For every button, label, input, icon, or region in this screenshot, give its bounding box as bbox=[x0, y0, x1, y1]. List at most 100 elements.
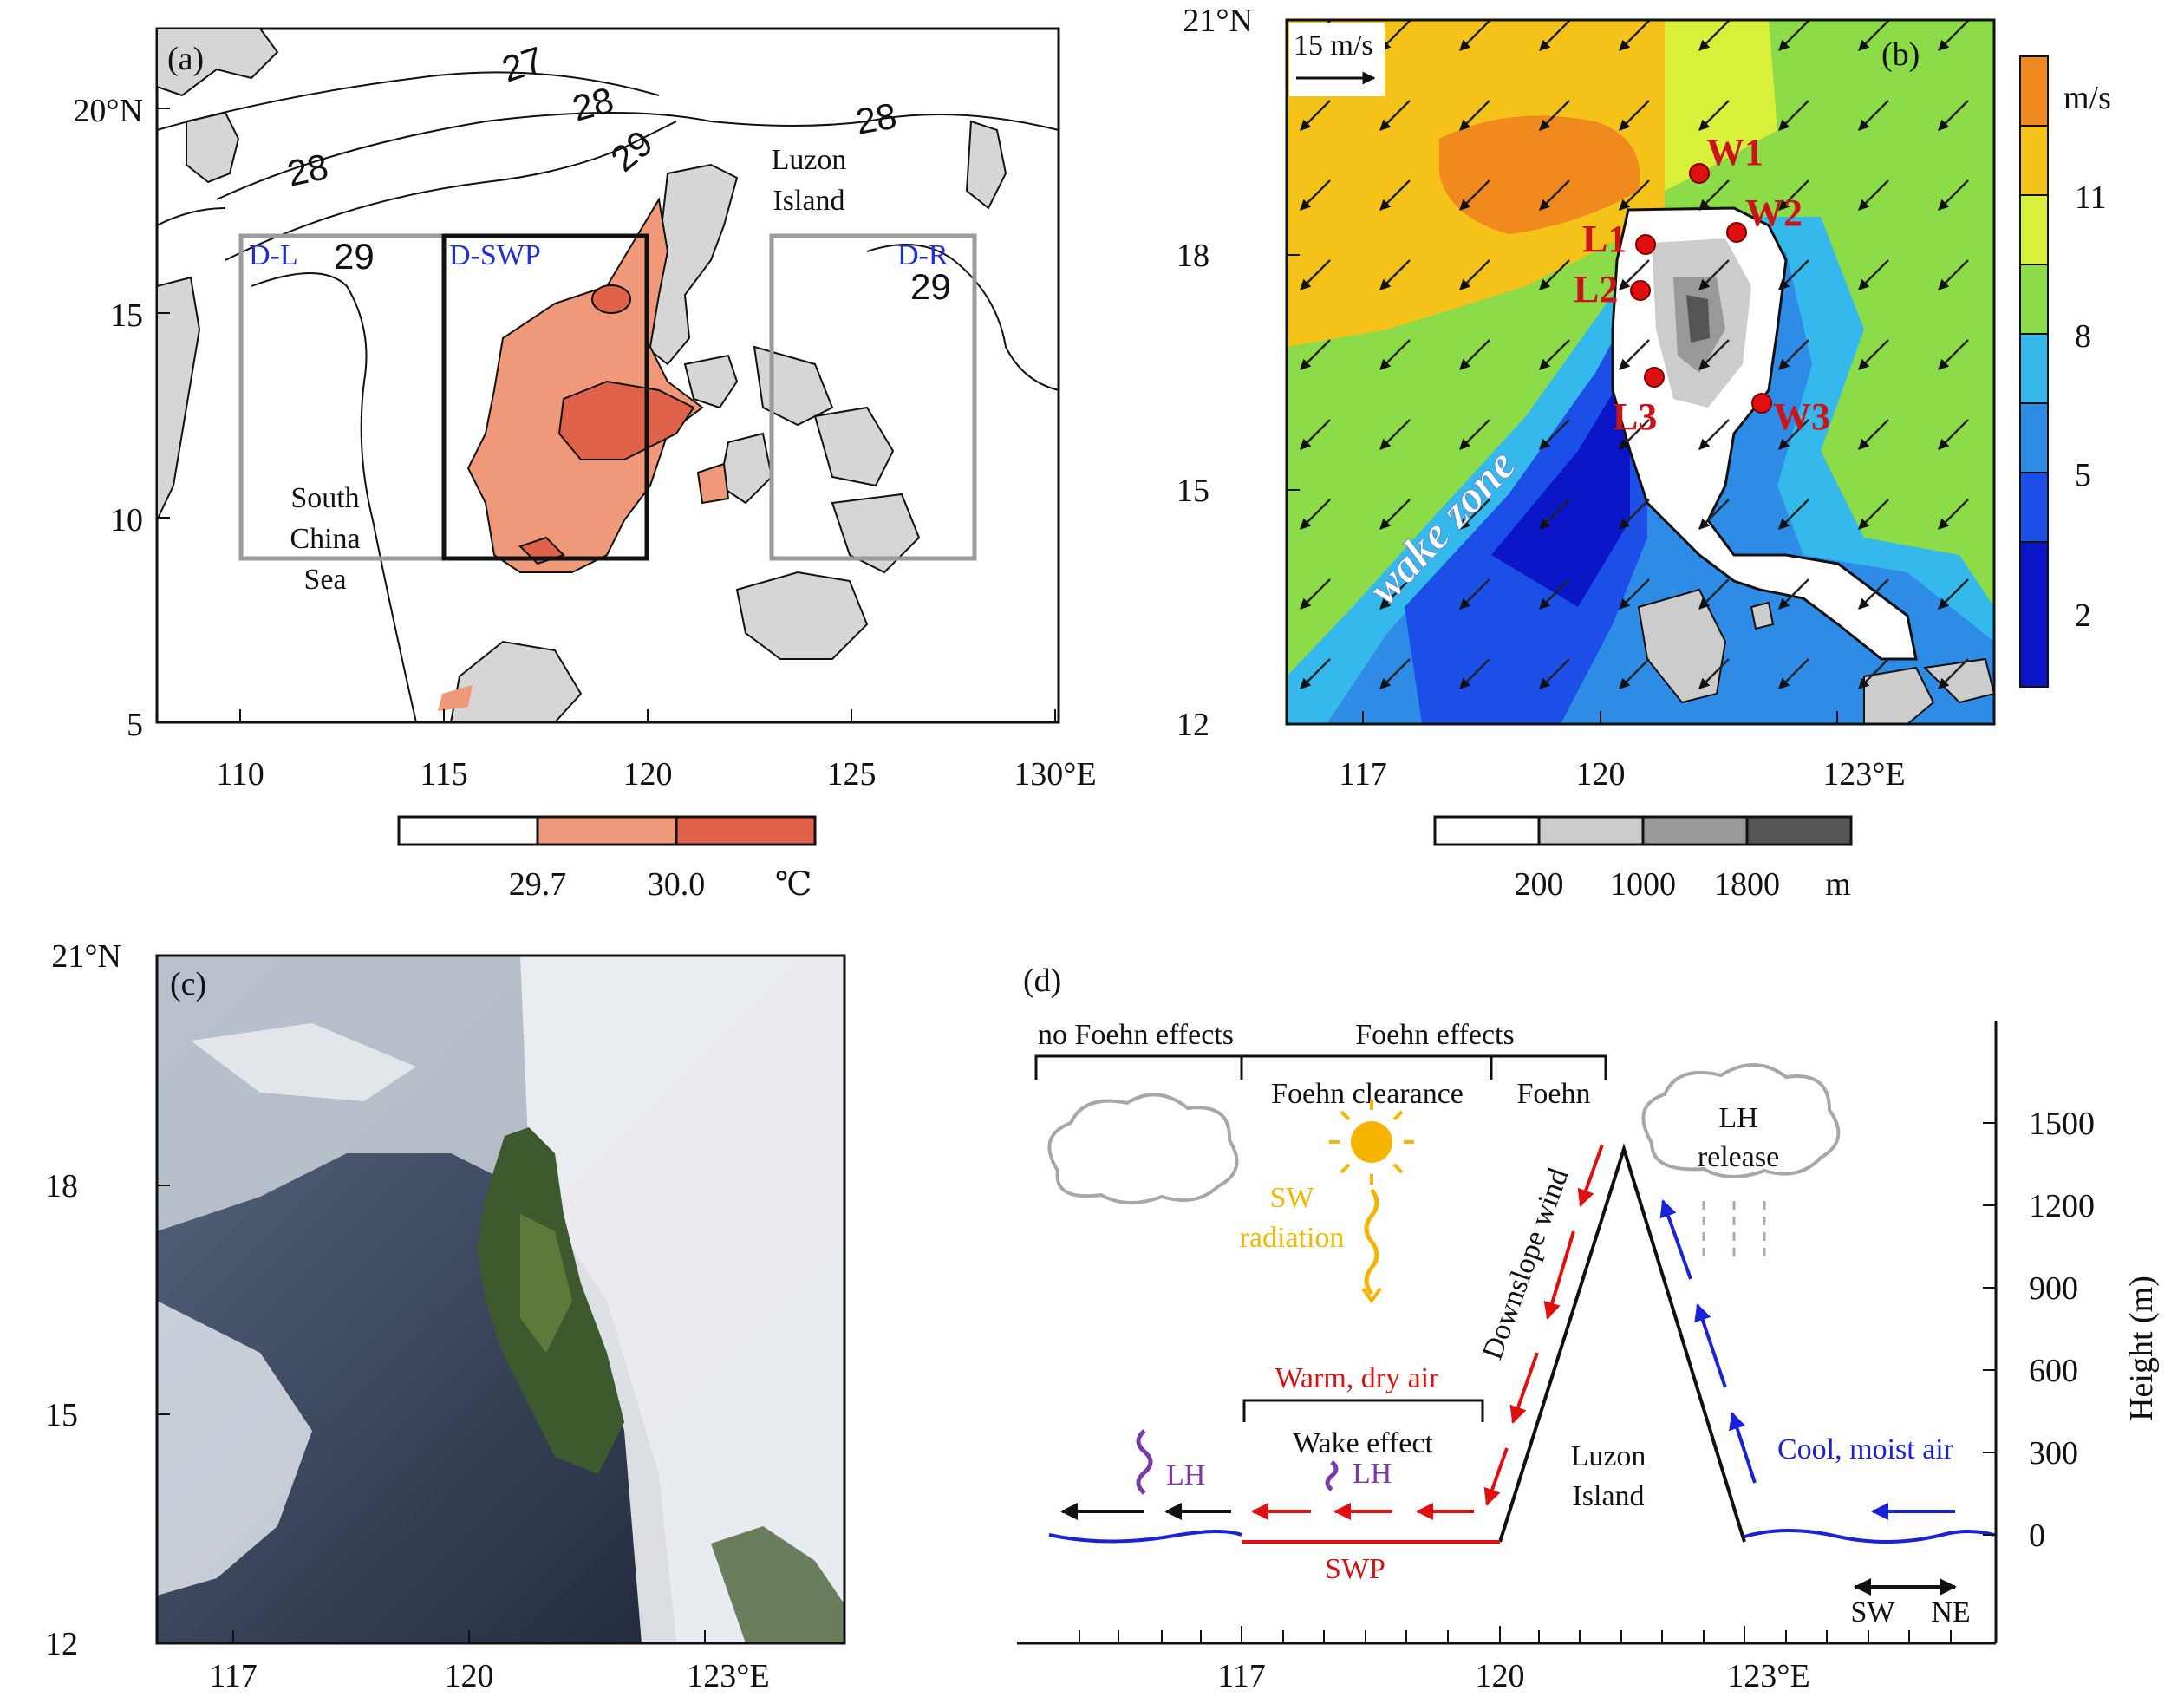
station-w1: W1 bbox=[1706, 131, 1763, 173]
box-d-r bbox=[769, 233, 977, 561]
panel-d-ytick: 900 bbox=[2029, 1270, 2078, 1307]
box-d-r-label: D-R bbox=[897, 239, 949, 271]
panel-b-xtick: 117 bbox=[1339, 756, 1387, 793]
panel-d-ytick: 300 bbox=[2029, 1435, 2078, 1472]
warm-dry-label: Warm, dry air bbox=[1275, 1362, 1440, 1394]
panel-d-xtick: 123°E bbox=[1727, 1658, 1809, 1694]
lh-release-1: LH bbox=[1718, 1102, 1757, 1134]
panel-a-ytick: 10 bbox=[110, 502, 143, 538]
panel-b-xtick: 123°E bbox=[1822, 756, 1905, 793]
panel-c-ytick: 15 bbox=[45, 1397, 78, 1433]
panel-d-ytick: 0 bbox=[2029, 1518, 2045, 1554]
cloud-icon bbox=[1047, 1093, 1239, 1205]
panel-d-ytick: 1500 bbox=[2029, 1106, 2095, 1142]
direction-ne: NE bbox=[1931, 1596, 1970, 1628]
sw-radiation-1: SW bbox=[1270, 1182, 1315, 1214]
satellite-image bbox=[157, 956, 844, 1643]
panel-c: (c) 12 15 18 21°N 117 120 123°E bbox=[45, 938, 846, 1694]
sun-icon bbox=[1329, 1100, 1414, 1185]
panel-a-xtick: 120 bbox=[623, 756, 673, 793]
wind-colorbar-unit: m/s bbox=[2063, 80, 2111, 116]
sub-foehn-clearance: Foehn clearance bbox=[1271, 1078, 1464, 1110]
panel-b: 15 m/s W1 W2 W3 L1 L2 L3 wake zone 12 15… bbox=[1177, 3, 2111, 903]
panel-c-frame bbox=[155, 954, 846, 1645]
sea-label-2: China bbox=[290, 523, 360, 555]
panel-c-xtick: 123°E bbox=[687, 1658, 769, 1694]
terrain-colorbar-tick: 200 bbox=[1515, 866, 1564, 903]
panel-a-xtick: 115 bbox=[420, 756, 468, 793]
contour-label: 29 bbox=[334, 236, 375, 277]
panel-d-xtick: 120 bbox=[1476, 1658, 1525, 1694]
cloud-icon bbox=[1641, 1063, 1841, 1179]
ground-line-left bbox=[1048, 1530, 1242, 1544]
contour-label: 28 bbox=[852, 95, 899, 141]
panel-c-xtick: 120 bbox=[445, 1658, 494, 1694]
wind-colorbar-tick: 8 bbox=[2075, 318, 2091, 355]
panel-d: (d) no Foehn effects Foehn effects Foehn… bbox=[1017, 963, 2160, 1694]
header-no-foehn: no Foehn effects bbox=[1038, 1019, 1234, 1051]
island-label-1: Luzon bbox=[772, 144, 847, 176]
station-l3: L3 bbox=[1613, 395, 1657, 438]
panel-b-ytick: 12 bbox=[1177, 707, 1209, 743]
island-label-2: Island bbox=[773, 185, 844, 217]
panel-d-xtick: 117 bbox=[1217, 1658, 1266, 1694]
panel-d-ytick: 1200 bbox=[2029, 1188, 2095, 1224]
sea-label-3: Sea bbox=[303, 564, 346, 596]
contour-label: 28 bbox=[284, 146, 331, 194]
station-w3: W3 bbox=[1773, 395, 1830, 438]
panel-b-frame bbox=[1285, 18, 1996, 726]
panel-c-xtick: 117 bbox=[209, 1658, 258, 1694]
header-brackets bbox=[1034, 1054, 1607, 1422]
panel-c-ticks bbox=[157, 955, 706, 1644]
stations bbox=[1630, 163, 1772, 414]
lh-squiggle-icon bbox=[1136, 1429, 1153, 1495]
panel-a-xtick: 125 bbox=[827, 756, 877, 793]
panel-b-xtick: 120 bbox=[1576, 756, 1626, 793]
panel-a-xtick: 130°E bbox=[1014, 756, 1096, 793]
terrain-colorbar-tick: 1800 bbox=[1714, 866, 1780, 903]
mountain bbox=[1498, 1143, 1746, 1543]
panel-a-ytick: 15 bbox=[110, 297, 143, 334]
panel-b-label: (b) bbox=[1881, 36, 1920, 73]
sea-label-1: South bbox=[290, 482, 359, 514]
station-l2: L2 bbox=[1574, 268, 1618, 310]
box-d-swp bbox=[441, 233, 649, 561]
wind-colorbar-tick: 2 bbox=[2075, 597, 2091, 634]
luzon-label-1: Luzon bbox=[1571, 1440, 1646, 1472]
upslope-arrows bbox=[1659, 1199, 1757, 1484]
sw-radiation-wave bbox=[1364, 1188, 1379, 1296]
panel-c-ytick: 21°N bbox=[51, 938, 121, 975]
panel-a-land bbox=[156, 28, 1007, 723]
panel-a-label: (a) bbox=[167, 41, 204, 77]
panel-c-label: (c) bbox=[170, 966, 206, 1002]
box-d-l-label: D-L bbox=[249, 239, 298, 271]
contour-label: 29 bbox=[910, 266, 951, 307]
panel-a-ticks bbox=[157, 108, 1056, 723]
panel-d-ticks bbox=[1079, 1122, 1996, 1643]
panel-c-ytick: 18 bbox=[45, 1168, 78, 1204]
box-d-swp-label: D-SWP bbox=[449, 239, 541, 271]
ref-vector-label: 15 m/s bbox=[1294, 29, 1373, 62]
ground-line-right bbox=[1744, 1529, 1995, 1544]
panel-b-ytick: 21°N bbox=[1183, 3, 1253, 39]
direction-sw: SW bbox=[1851, 1596, 1896, 1628]
wind-colorbar bbox=[2019, 55, 2049, 688]
colorbar-a-unit: ℃ bbox=[775, 866, 812, 903]
swp-label: SWP bbox=[1325, 1553, 1385, 1585]
panel-b-ytick: 18 bbox=[1177, 238, 1209, 274]
wind-vectors bbox=[1287, 20, 1994, 724]
station-w2: W2 bbox=[1745, 192, 1803, 234]
downslope-arrows bbox=[1483, 1144, 1604, 1506]
panel-a-colorbar bbox=[397, 815, 817, 846]
panel-a: 27 28 28 28 29 29 29 (a) D-L D-SWP D-R S… bbox=[73, 27, 1097, 903]
sw-radiation-2: radiation bbox=[1240, 1222, 1345, 1254]
header-foehn-effects: Foehn effects bbox=[1355, 1019, 1514, 1051]
panel-b-ticks bbox=[1287, 19, 1838, 725]
wake-effect-label: Wake effect bbox=[1293, 1427, 1433, 1459]
lh-label: LH bbox=[1166, 1459, 1205, 1491]
cool-moist-label: Cool, moist air bbox=[1777, 1433, 1954, 1465]
terrain-colorbar bbox=[1433, 815, 1853, 846]
lh-squiggle-icon bbox=[1325, 1460, 1339, 1491]
rain-icon bbox=[1702, 1201, 1766, 1262]
